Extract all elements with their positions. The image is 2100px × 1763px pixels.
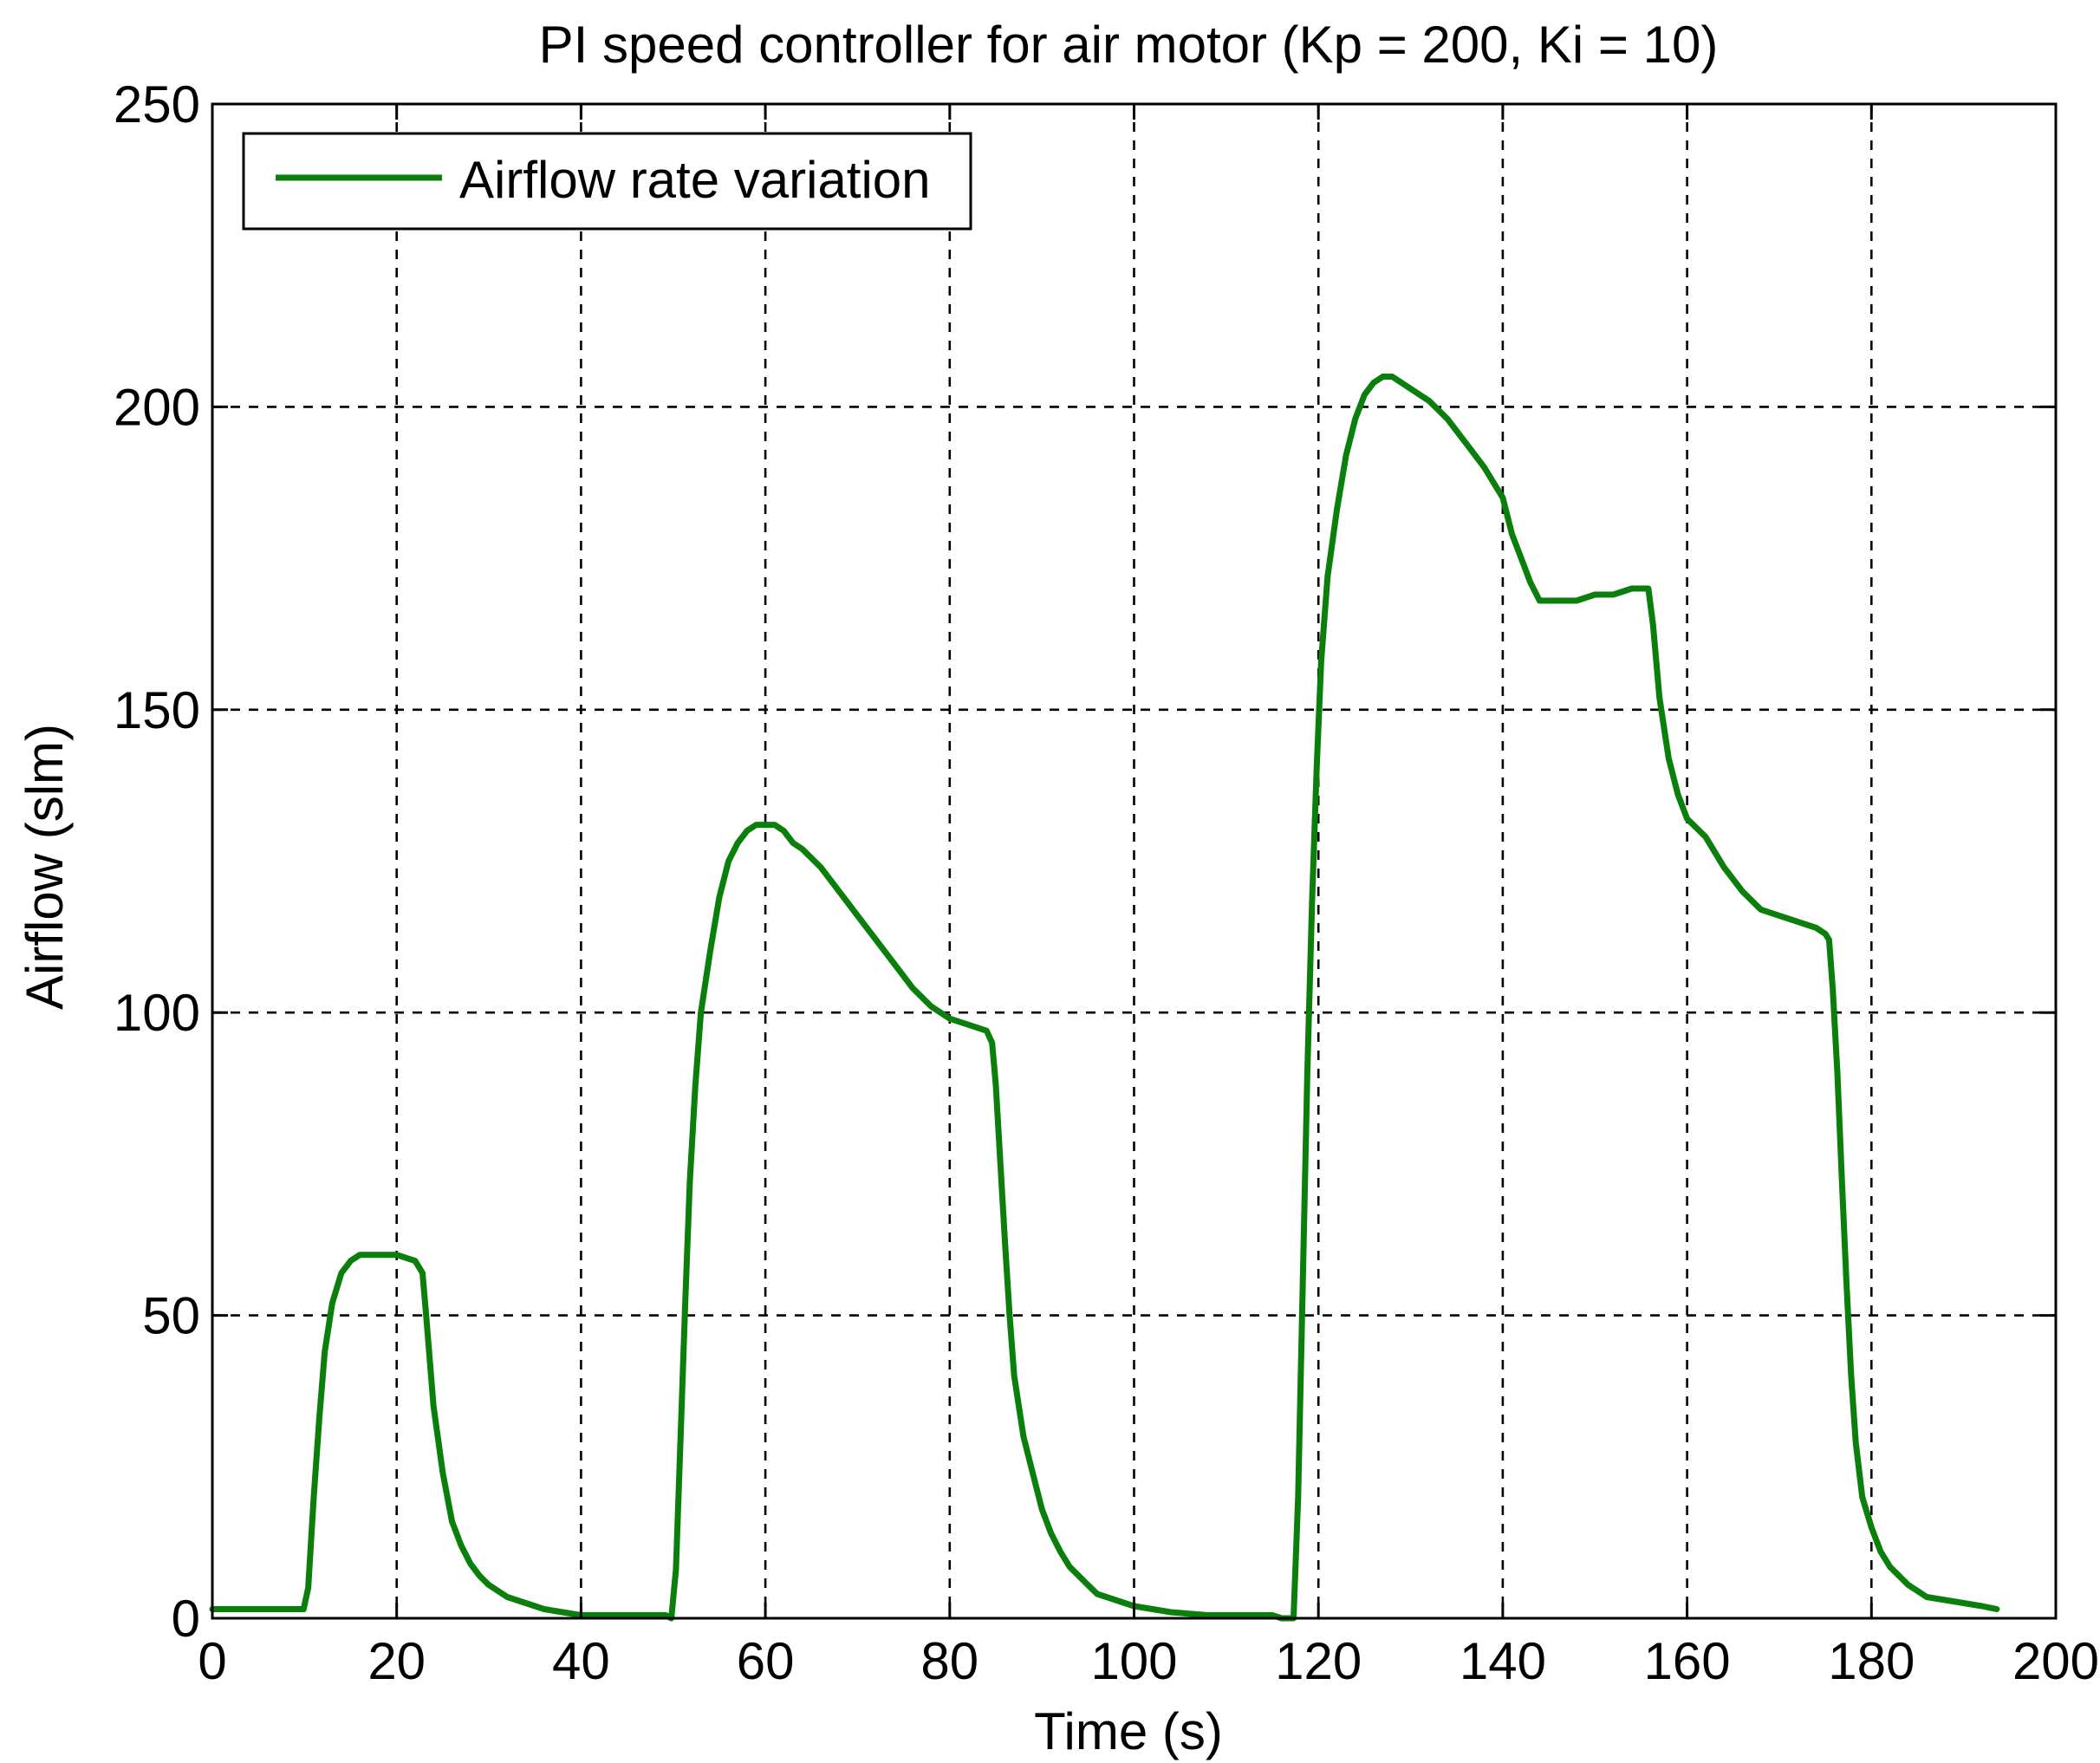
- x-axis-label: Time (s): [1034, 1702, 1223, 1760]
- x-tick-label: 60: [737, 1632, 795, 1690]
- axis-ticks: 0 20 40 60 80 100 120 140 160 180 200 0 50 100 150 200 2…: [114, 75, 2099, 1690]
- x-tick-label: 120: [1275, 1632, 1362, 1690]
- y-axis-label: Airflow (slm): [16, 724, 74, 1010]
- x-tick-label: 40: [552, 1632, 610, 1690]
- x-tick-label: 20: [367, 1632, 426, 1690]
- series-layer: [209, 374, 2000, 1622]
- y-tick-label: 100: [114, 984, 200, 1042]
- x-tick-label: 160: [1644, 1632, 1731, 1690]
- grid-lines: [212, 104, 2056, 1618]
- x-tick-label: 140: [1460, 1632, 1546, 1690]
- chart-title: PI speed controller for air motor (Kp = …: [539, 16, 1719, 74]
- x-tick-label: 180: [1828, 1632, 1915, 1690]
- x-tick-label: 80: [920, 1632, 978, 1690]
- y-tick-label: 50: [142, 1287, 200, 1345]
- legend-box: [242, 132, 972, 231]
- y-tick-label: 150: [114, 681, 200, 739]
- y-tick-label: 0: [172, 1590, 200, 1648]
- x-tick-label: 100: [1090, 1632, 1177, 1690]
- legend: Airflow rate variation: [242, 132, 972, 231]
- y-tick-label: 200: [114, 378, 200, 436]
- x-tick-label: 0: [198, 1632, 226, 1690]
- x-tick-label: 200: [2012, 1632, 2099, 1690]
- legend-label: Airflow rate variation: [459, 151, 931, 209]
- y-tick-label: 250: [114, 75, 200, 133]
- series-line-airflow: [209, 374, 2000, 1622]
